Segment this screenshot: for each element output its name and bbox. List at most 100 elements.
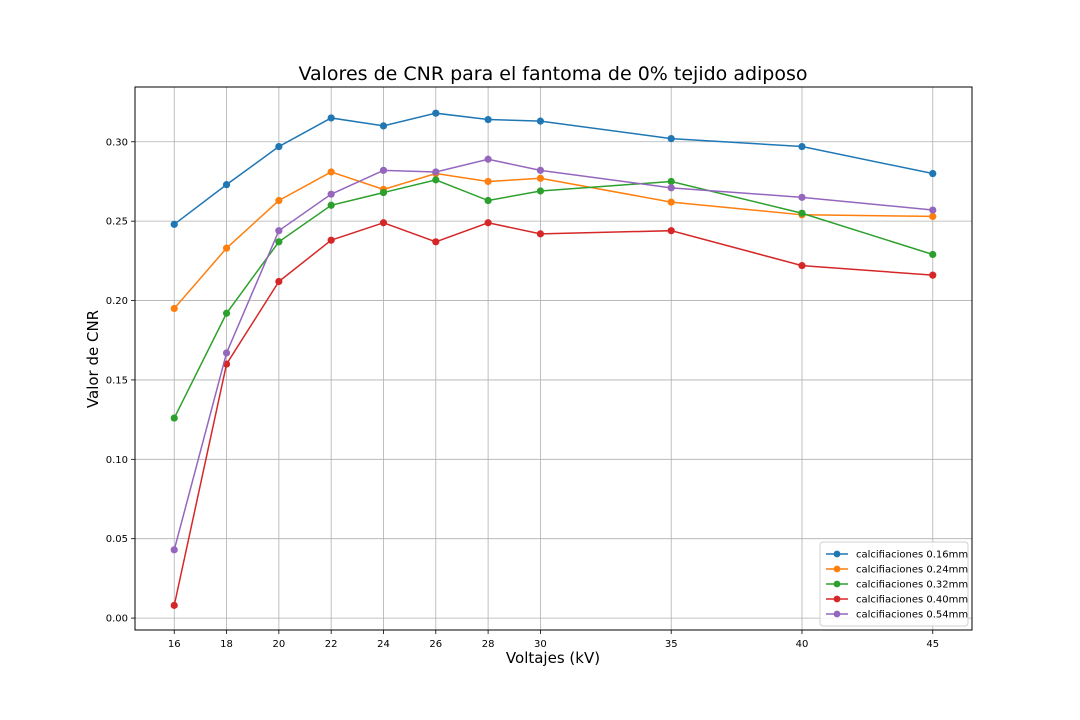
legend-label: calcifiaciones 0.24mm (856, 565, 968, 576)
data-point (379, 122, 388, 130)
data-point (327, 236, 335, 244)
data-point (327, 168, 335, 176)
data-point (275, 142, 283, 151)
series-layer (170, 109, 937, 609)
y-tick-label: 0.20 (106, 296, 128, 307)
legend: calcifiaciones 0.16mm calcifiaciones 0.24… (819, 541, 969, 627)
y-tick-label: 0.30 (106, 137, 128, 148)
x-tick-label: 24 (377, 639, 390, 650)
legend-box (819, 541, 969, 627)
data-point (667, 135, 675, 143)
legend-label: calcifiaciones 0.40mm (856, 595, 968, 606)
data-point (275, 238, 283, 246)
legend-marker (833, 595, 841, 603)
legend-label: calcifiaciones 0.16mm (856, 550, 968, 561)
data-point (170, 601, 178, 609)
x-tick-label: 28 (482, 639, 495, 650)
y-tick-label: 0.25 (106, 217, 128, 228)
data-point (170, 414, 178, 422)
data-point (432, 238, 440, 246)
data-point (275, 227, 283, 235)
data-point (379, 219, 388, 227)
series-4 (170, 219, 937, 609)
x-tick-label: 26 (429, 639, 442, 650)
x-tick-label: 35 (665, 639, 678, 650)
y-tick-label: 0.00 (106, 614, 128, 625)
legend-label: calcifiaciones 0.54mm (856, 610, 968, 621)
y-tick-label: 0.15 (106, 375, 128, 386)
x-tick-label: 22 (325, 639, 338, 650)
data-point (929, 212, 937, 220)
y-axis-title: Valor de CNR (84, 310, 102, 408)
data-point (929, 250, 937, 259)
data-point (222, 181, 231, 189)
x-tick-label: 18 (220, 639, 233, 650)
x-tick-label: 45 (926, 639, 939, 650)
data-point (536, 166, 545, 174)
data-point (432, 168, 440, 176)
data-point (484, 115, 492, 124)
data-point (484, 196, 492, 205)
y-axis-ticks: 0.00 0.05 0.10 0.15 0.20 0.25 0.30 (106, 137, 135, 625)
x-axis-title: Voltajes (kV) (506, 649, 600, 667)
data-point (222, 244, 231, 252)
data-point (275, 196, 283, 205)
data-point (222, 309, 231, 317)
chart-title: Valores de CNR para el fantoma de 0% tej… (298, 63, 807, 85)
x-tick-label: 20 (272, 639, 285, 650)
data-point (379, 188, 388, 197)
data-point (432, 176, 440, 184)
data-point (170, 220, 178, 228)
data-point (929, 206, 937, 214)
x-tick-label: 16 (168, 639, 181, 650)
series-5 (170, 155, 937, 554)
data-point (798, 193, 806, 201)
legend-marker (833, 550, 841, 558)
data-point (484, 155, 492, 163)
data-point (275, 277, 283, 286)
legend-item: calcifiaciones 0.40mm (826, 595, 968, 606)
legend-item: calcifiaciones 0.32mm (826, 580, 968, 591)
x-axis-ticks: 16 18 20 22 24 26 28 30 35 40 45 (168, 630, 939, 650)
x-tick-label: 30 (534, 639, 547, 650)
legend-marker (833, 565, 841, 573)
data-point (327, 201, 335, 209)
series-line (173, 171, 933, 309)
series-3 (170, 176, 937, 422)
data-point (327, 114, 335, 122)
legend-item: calcifiaciones 0.24mm (826, 565, 968, 576)
legend-item: calcifiaciones 0.54mm (826, 610, 968, 621)
x-tick-label: 40 (796, 639, 809, 650)
data-point (798, 262, 806, 270)
legend-label: calcifiaciones 0.32mm (856, 580, 968, 591)
legend-marker (833, 580, 841, 588)
data-point (222, 349, 231, 357)
data-point (667, 227, 675, 235)
data-point (170, 304, 178, 313)
data-point (170, 546, 178, 554)
series-1 (170, 109, 937, 228)
data-point (432, 109, 440, 117)
data-point (798, 142, 806, 151)
legend-item: calcifiaciones 0.16mm (826, 550, 968, 561)
legend-marker (833, 610, 841, 618)
data-point (536, 230, 545, 238)
data-point (667, 184, 675, 192)
data-point (536, 187, 545, 195)
y-tick-label: 0.05 (106, 534, 128, 545)
data-point (929, 271, 937, 279)
data-point (327, 190, 335, 198)
series-line (173, 112, 933, 225)
series-line (173, 221, 933, 606)
data-point (929, 169, 937, 178)
data-point (484, 177, 492, 186)
data-point (667, 177, 675, 186)
data-point (667, 198, 675, 206)
data-point (536, 117, 545, 125)
plot-frame (134, 86, 973, 631)
data-point (536, 174, 545, 182)
data-point (484, 219, 492, 227)
y-tick-label: 0.10 (106, 455, 128, 466)
